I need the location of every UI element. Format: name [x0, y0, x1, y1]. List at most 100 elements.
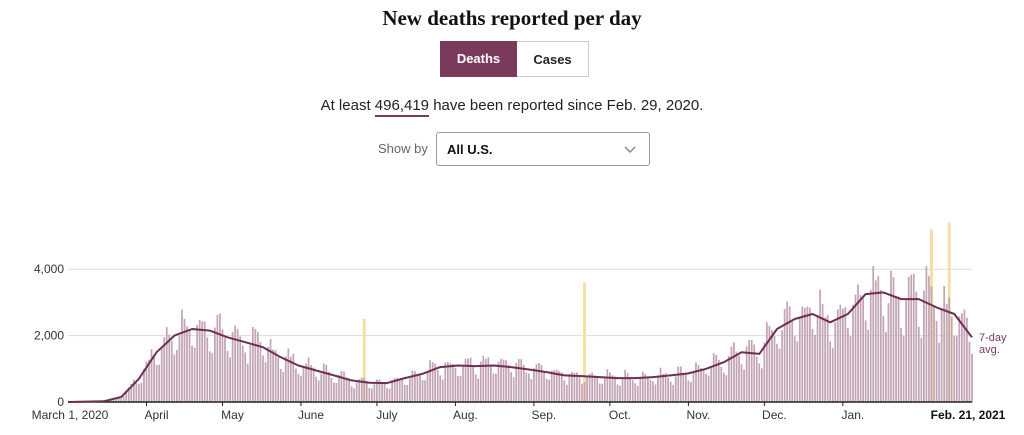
- daily-bar: [879, 290, 882, 402]
- daily-bar: [363, 377, 366, 402]
- daily-bar: [821, 304, 824, 402]
- daily-bar: [338, 374, 340, 402]
- daily-bar: [522, 364, 525, 402]
- daily-bar: [763, 342, 766, 402]
- daily-bar: [183, 318, 186, 402]
- daily-bar: [634, 383, 637, 402]
- daily-bar: [804, 307, 806, 402]
- daily-bar: [654, 384, 657, 402]
- daily-bar: [793, 336, 796, 402]
- daily-bar: [854, 294, 857, 402]
- daily-bar: [540, 365, 543, 402]
- daily-bar: [755, 356, 758, 402]
- daily-bar: [707, 375, 710, 402]
- highlight-bar: [583, 282, 587, 402]
- daily-bar: [902, 335, 905, 402]
- daily-bar: [672, 384, 675, 402]
- daily-bar: [890, 270, 892, 402]
- daily-bar: [143, 369, 145, 402]
- daily-bar: [401, 378, 404, 402]
- daily-bar: [479, 361, 482, 402]
- daily-bar: [193, 347, 196, 402]
- daily-bar: [955, 336, 958, 402]
- daily-bar: [725, 375, 728, 402]
- daily-bar: [333, 382, 335, 402]
- daily-bar: [416, 374, 419, 402]
- daily-bar: [315, 376, 318, 402]
- daily-bar: [816, 314, 819, 402]
- daily-bar: [188, 329, 191, 402]
- summary-text: At least 496,419 have been reported sinc…: [0, 97, 1024, 117]
- x-tick-label: April: [144, 408, 168, 422]
- daily-bar: [257, 331, 259, 402]
- daily-bar: [664, 373, 667, 402]
- daily-bar: [791, 320, 794, 402]
- daily-bar: [140, 382, 143, 402]
- deaths-tab-button[interactable]: Deaths: [440, 41, 517, 77]
- daily-bar: [639, 377, 642, 402]
- daily-bar: [414, 371, 416, 402]
- daily-bar: [614, 376, 616, 402]
- daily-bar: [864, 320, 867, 402]
- daily-bar: [806, 306, 809, 402]
- daily-bar: [568, 373, 571, 402]
- daily-bar: [581, 383, 583, 402]
- daily-bar: [583, 381, 586, 402]
- daily-bar: [495, 373, 497, 402]
- daily-bar: [431, 362, 434, 402]
- daily-bar: [530, 378, 533, 402]
- daily-bar: [325, 364, 328, 402]
- daily-bar: [758, 363, 761, 402]
- daily-bar: [219, 313, 221, 402]
- daily-bar: [578, 377, 581, 402]
- daily-bar: [381, 382, 383, 402]
- daily-bar: [335, 382, 338, 402]
- daily-bar: [340, 370, 343, 402]
- daily-bar: [781, 330, 783, 402]
- daily-bar: [895, 296, 897, 402]
- x-tick-label: July: [376, 408, 397, 422]
- daily-bar: [831, 347, 834, 402]
- region-select[interactable]: All U.S.: [436, 132, 650, 166]
- daily-bar: [234, 325, 236, 402]
- daily-bar: [841, 308, 844, 402]
- daily-bar: [388, 388, 391, 402]
- daily-bar: [892, 277, 895, 402]
- daily-bar: [502, 359, 505, 402]
- daily-bar: [905, 300, 908, 402]
- daily-bar: [652, 381, 654, 402]
- daily-bar: [396, 377, 399, 402]
- highlight-bar: [362, 319, 366, 402]
- daily-bar: [753, 344, 756, 402]
- daily-bar: [743, 369, 745, 402]
- daily-bar: [872, 266, 875, 402]
- daily-bar: [824, 317, 826, 402]
- daily-bar: [667, 377, 669, 402]
- daily-bar: [712, 353, 715, 402]
- daily-bar: [411, 370, 414, 402]
- daily-bar: [120, 398, 123, 402]
- daily-bar: [507, 365, 510, 402]
- daily-bar: [722, 372, 725, 402]
- daily-bar: [695, 362, 697, 402]
- x-tick-label: Jan.: [842, 408, 865, 422]
- daily-bar: [702, 368, 705, 402]
- daily-bar: [715, 355, 718, 402]
- daily-bar: [251, 326, 254, 402]
- daily-bar: [943, 286, 946, 402]
- daily-bar: [186, 326, 188, 402]
- daily-bar: [586, 375, 588, 402]
- daily-bar: [449, 363, 452, 402]
- daily-bar: [692, 373, 695, 402]
- daily-bar: [869, 289, 872, 402]
- daily-bar: [436, 370, 439, 402]
- show-by-label: Show by: [378, 141, 428, 156]
- daily-bar: [214, 327, 216, 402]
- daily-bar: [912, 273, 915, 402]
- daily-bar: [874, 280, 877, 402]
- daily-bar: [573, 372, 576, 402]
- cases-tab-button[interactable]: Cases: [517, 41, 589, 77]
- daily-bar: [181, 309, 183, 402]
- daily-bar: [198, 319, 201, 402]
